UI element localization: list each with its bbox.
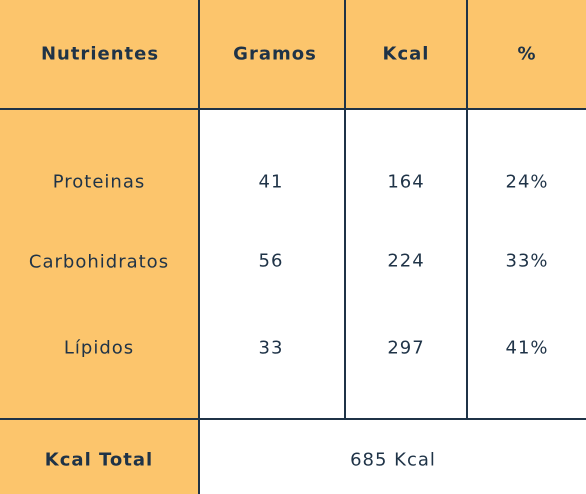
cell: 41% [505,337,549,359]
footer-label: Kcal Total [44,449,154,471]
column-line [466,0,468,420]
row-line [0,418,586,420]
cell: 24% [505,171,549,193]
header-cell: Nutrientes [40,43,160,65]
cell: 297 [387,337,425,359]
header-cell: Gramos [233,43,317,65]
cell: 33% [505,250,549,272]
header-cell: % [517,43,537,65]
footer-value: 685 Kcal [350,449,436,471]
cell: 224 [387,250,425,272]
column-line [344,0,346,420]
first-column-bg [0,109,199,494]
header-cell: Kcal [382,43,430,65]
cell: 164 [387,171,425,193]
cell: 33 [258,337,284,359]
header-bg [0,0,586,109]
column-line [198,0,200,494]
row-line [0,108,586,110]
cell: 41 [258,171,284,193]
row-label: Proteinas [52,171,146,193]
cell: 56 [258,250,284,272]
row-label: Lípidos [63,337,135,359]
row-label: Carbohidratos [28,251,170,273]
